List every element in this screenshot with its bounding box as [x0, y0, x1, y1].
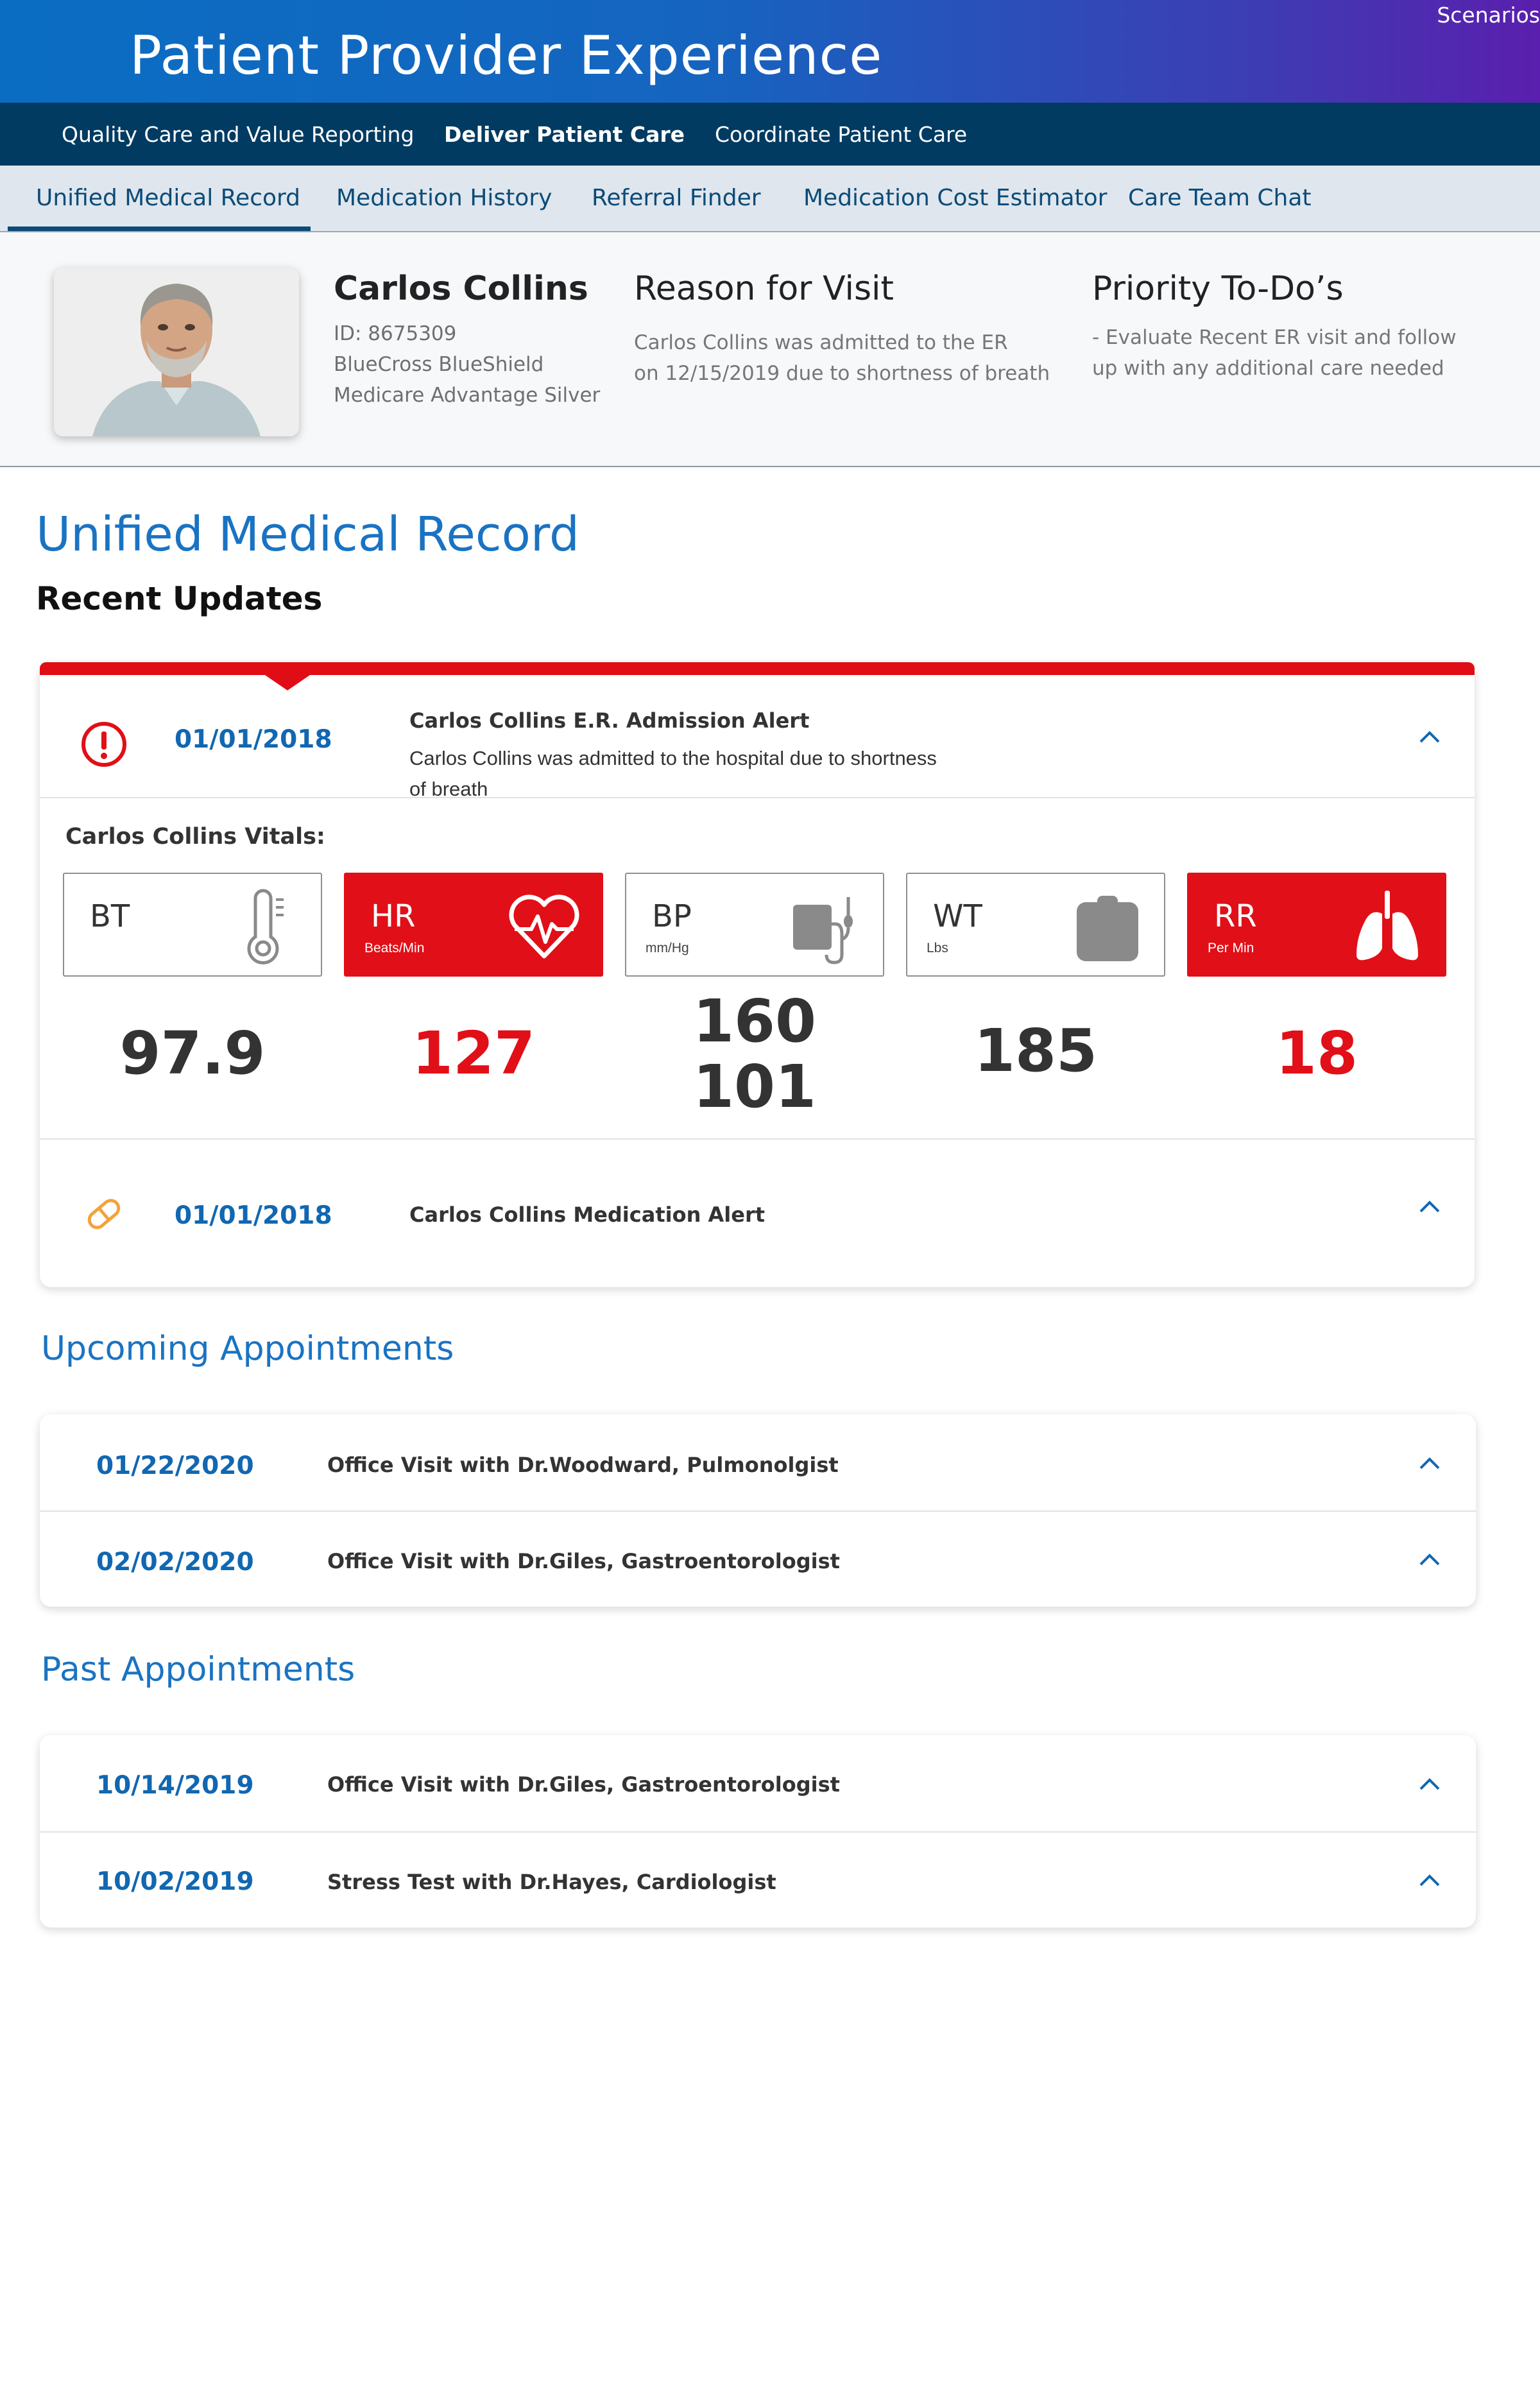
reason-line: Carlos Collins was admitted to the ER: [634, 331, 1008, 354]
appointment-row[interactable]: 10/02/2019 Stress Test with Dr.Hayes, Ca…: [40, 1833, 1476, 1928]
divider: [40, 797, 1475, 798]
past-appointments-heading: Past Appointments: [41, 1650, 355, 1689]
appointment-row[interactable]: 10/14/2019 Office Visit with Dr.Giles, G…: [40, 1735, 1476, 1831]
vital-card-wt[interactable]: WT Lbs: [906, 873, 1165, 977]
upcoming-appointments-card: 01/22/2020 Office Visit with Dr.Woodward…: [40, 1414, 1476, 1607]
collapse-chevron-icon[interactable]: [1417, 1454, 1442, 1473]
lungs-icon: [1356, 891, 1418, 961]
vital-card-bt[interactable]: BT: [63, 873, 322, 977]
divider: [40, 1831, 1476, 1833]
patient-avatar: [54, 268, 299, 436]
top-banner: Patient Provider Experience Scenarios: [0, 0, 1540, 103]
nav-coordinate-patient-care[interactable]: Coordinate Patient Care: [715, 122, 968, 147]
collapse-chevron-icon[interactable]: [1417, 728, 1442, 747]
vital-value-bt: 97.9: [119, 1019, 266, 1088]
vital-value-rr: 18: [1275, 1019, 1358, 1088]
vital-code: BP: [652, 898, 692, 934]
vital-code: HR: [371, 898, 416, 934]
vital-value-bp-diastolic: 101: [692, 1052, 817, 1121]
appointment-title: Stress Test with Dr.Hayes, Cardiologist: [327, 1870, 776, 1894]
page-title: Unified Medical Record: [36, 507, 579, 562]
vital-card-hr[interactable]: HR Beats/Min: [344, 873, 603, 977]
divider: [40, 1510, 1476, 1512]
thermometer-icon: [247, 889, 284, 964]
appointment-title: Office Visit with Dr.Giles, Gastroentoro…: [327, 1772, 840, 1797]
vital-unit: mm/Hg: [646, 941, 689, 955]
alert-desc-line: Carlos Collins was admitted to the hospi…: [409, 747, 937, 769]
collapse-chevron-icon[interactable]: [1417, 1871, 1442, 1890]
nav-deliver-patient-care[interactable]: Deliver Patient Care: [444, 122, 685, 147]
active-tab-indicator: [8, 227, 311, 231]
vital-unit: Lbs: [927, 941, 948, 955]
alert-notch: [263, 674, 312, 690]
tab-medication-cost-estimator[interactable]: Medication Cost Estimator: [803, 185, 1108, 211]
tab-medication-history[interactable]: Medication History: [336, 185, 552, 211]
reason-for-visit-heading: Reason for Visit: [634, 270, 894, 308]
medication-alert-date: 01/01/2018: [175, 1201, 332, 1230]
scenarios-link[interactable]: Scenarios: [1437, 3, 1540, 28]
appointment-date: 10/02/2019: [96, 1867, 254, 1896]
vital-code: BT: [90, 898, 130, 934]
alert-desc-line: of breath: [409, 778, 488, 800]
alert-bar: [40, 662, 1475, 675]
alert-exclamation-icon: [81, 722, 126, 767]
vital-value-hr: 127: [411, 1019, 536, 1088]
past-appointments-card: 10/14/2019 Office Visit with Dr.Giles, G…: [40, 1735, 1476, 1928]
priority-todos-heading: Priority To-Do’s: [1092, 270, 1344, 308]
blood-pressure-cuff-icon: [793, 897, 853, 964]
nav-quality-care[interactable]: Quality Care and Value Reporting: [62, 122, 415, 147]
appointment-date: 01/22/2020: [96, 1451, 254, 1480]
vital-card-bp[interactable]: BP mm/Hg: [625, 873, 884, 977]
reason-line: on 12/15/2019 due to shortness of breath: [634, 362, 1050, 385]
recent-updates-card: 01/01/2018 Carlos Collins E.R. Admission…: [40, 662, 1475, 1287]
admission-alert-date: 01/01/2018: [175, 725, 332, 754]
appointment-row[interactable]: 01/22/2020 Office Visit with Dr.Woodward…: [40, 1414, 1476, 1510]
collapse-chevron-icon[interactable]: [1417, 1197, 1442, 1217]
appointment-title: Office Visit with Dr.Giles, Gastroentoro…: [327, 1549, 840, 1573]
patient-id: ID: 8675309: [334, 322, 457, 345]
vital-value-bp-systolic: 160: [692, 987, 817, 1056]
patient-summary: Carlos Collins ID: 8675309 BlueCross Blu…: [0, 232, 1540, 467]
appointment-date: 10/14/2019: [96, 1771, 254, 1800]
appointment-date: 02/02/2020: [96, 1548, 254, 1577]
vital-unit: Beats/Min: [364, 941, 425, 955]
pill-icon: [87, 1199, 121, 1229]
upcoming-appointments-heading: Upcoming Appointments: [41, 1330, 454, 1368]
tab-referral-finder[interactable]: Referral Finder: [592, 185, 761, 211]
recent-updates-heading: Recent Updates: [36, 580, 323, 617]
todo-line: - Evaluate Recent ER visit and follow: [1092, 326, 1457, 349]
vital-code: WT: [933, 898, 982, 934]
vitals-label: Carlos Collins Vitals:: [65, 824, 325, 850]
medication-alert-title: Carlos Collins Medication Alert: [409, 1202, 766, 1227]
admission-alert-title: Carlos Collins E.R. Admission Alert: [409, 708, 810, 733]
tab-care-team-chat[interactable]: Care Team Chat: [1128, 185, 1312, 211]
vital-code: RR: [1214, 898, 1257, 934]
patient-name: Carlos Collins: [334, 270, 588, 308]
appointment-title: Office Visit with Dr.Woodward, Pulmonolg…: [327, 1453, 839, 1477]
patient-plan: Medicare Advantage Silver: [334, 384, 601, 407]
heart-rate-icon: [509, 894, 579, 959]
divider: [40, 1138, 1475, 1140]
tab-unified-medical-record[interactable]: Unified Medical Record: [36, 185, 301, 211]
vital-card-rr[interactable]: RR Per Min: [1187, 873, 1446, 977]
vital-unit: Per Min: [1208, 941, 1254, 955]
patient-insurer: BlueCross BlueShield: [334, 353, 544, 376]
vital-value-wt: 185: [973, 1016, 1098, 1085]
scale-icon: [1077, 896, 1138, 961]
reason-for-visit-text: Carlos Collins was admitted to the ER on…: [634, 327, 1050, 389]
priority-todos-text: - Evaluate Recent ER visit and follow up…: [1092, 322, 1457, 384]
primary-nav: Quality Care and Value Reporting Deliver…: [0, 103, 1540, 166]
app-title: Patient Provider Experience: [130, 24, 883, 87]
appointment-row[interactable]: 02/02/2020 Office Visit with Dr.Giles, G…: [40, 1512, 1476, 1607]
collapse-chevron-icon[interactable]: [1417, 1775, 1442, 1794]
todo-line: up with any additional care needed: [1092, 357, 1444, 380]
admission-alert-description: Carlos Collins was admitted to the hospi…: [409, 743, 987, 805]
collapse-chevron-icon[interactable]: [1417, 1550, 1442, 1570]
tab-bar: Unified Medical Record Medication Histor…: [0, 166, 1540, 232]
